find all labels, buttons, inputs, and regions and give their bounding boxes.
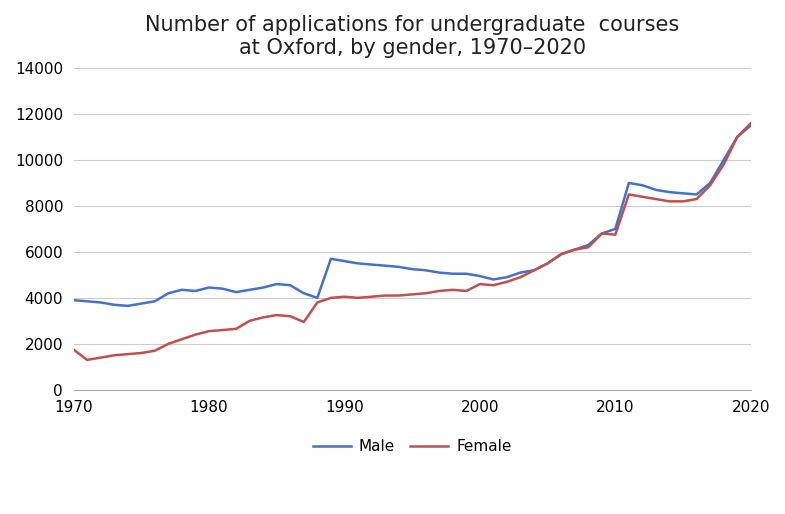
Male: [570, 247, 579, 253]
Female: [732, 134, 742, 140]
Male: [299, 290, 309, 297]
Male: [286, 282, 295, 288]
Female: [529, 267, 539, 273]
Male: [732, 134, 742, 140]
Legend: Male, Female: Male, Female: [307, 433, 517, 460]
Line: Female: Female: [74, 123, 750, 360]
Male: [746, 122, 755, 128]
Title: Number of applications for undergraduate  courses
at Oxford, by gender, 1970–202: Number of applications for undergraduate…: [145, 15, 679, 58]
Female: [570, 247, 579, 253]
Female: [69, 346, 78, 353]
Male: [529, 267, 539, 273]
Female: [286, 313, 295, 319]
Female: [746, 120, 755, 126]
Male: [69, 297, 78, 303]
Line: Male: Male: [74, 125, 750, 306]
Female: [232, 326, 241, 332]
Female: [82, 357, 92, 363]
Male: [232, 289, 241, 295]
Female: [299, 319, 309, 325]
Male: [123, 303, 133, 309]
